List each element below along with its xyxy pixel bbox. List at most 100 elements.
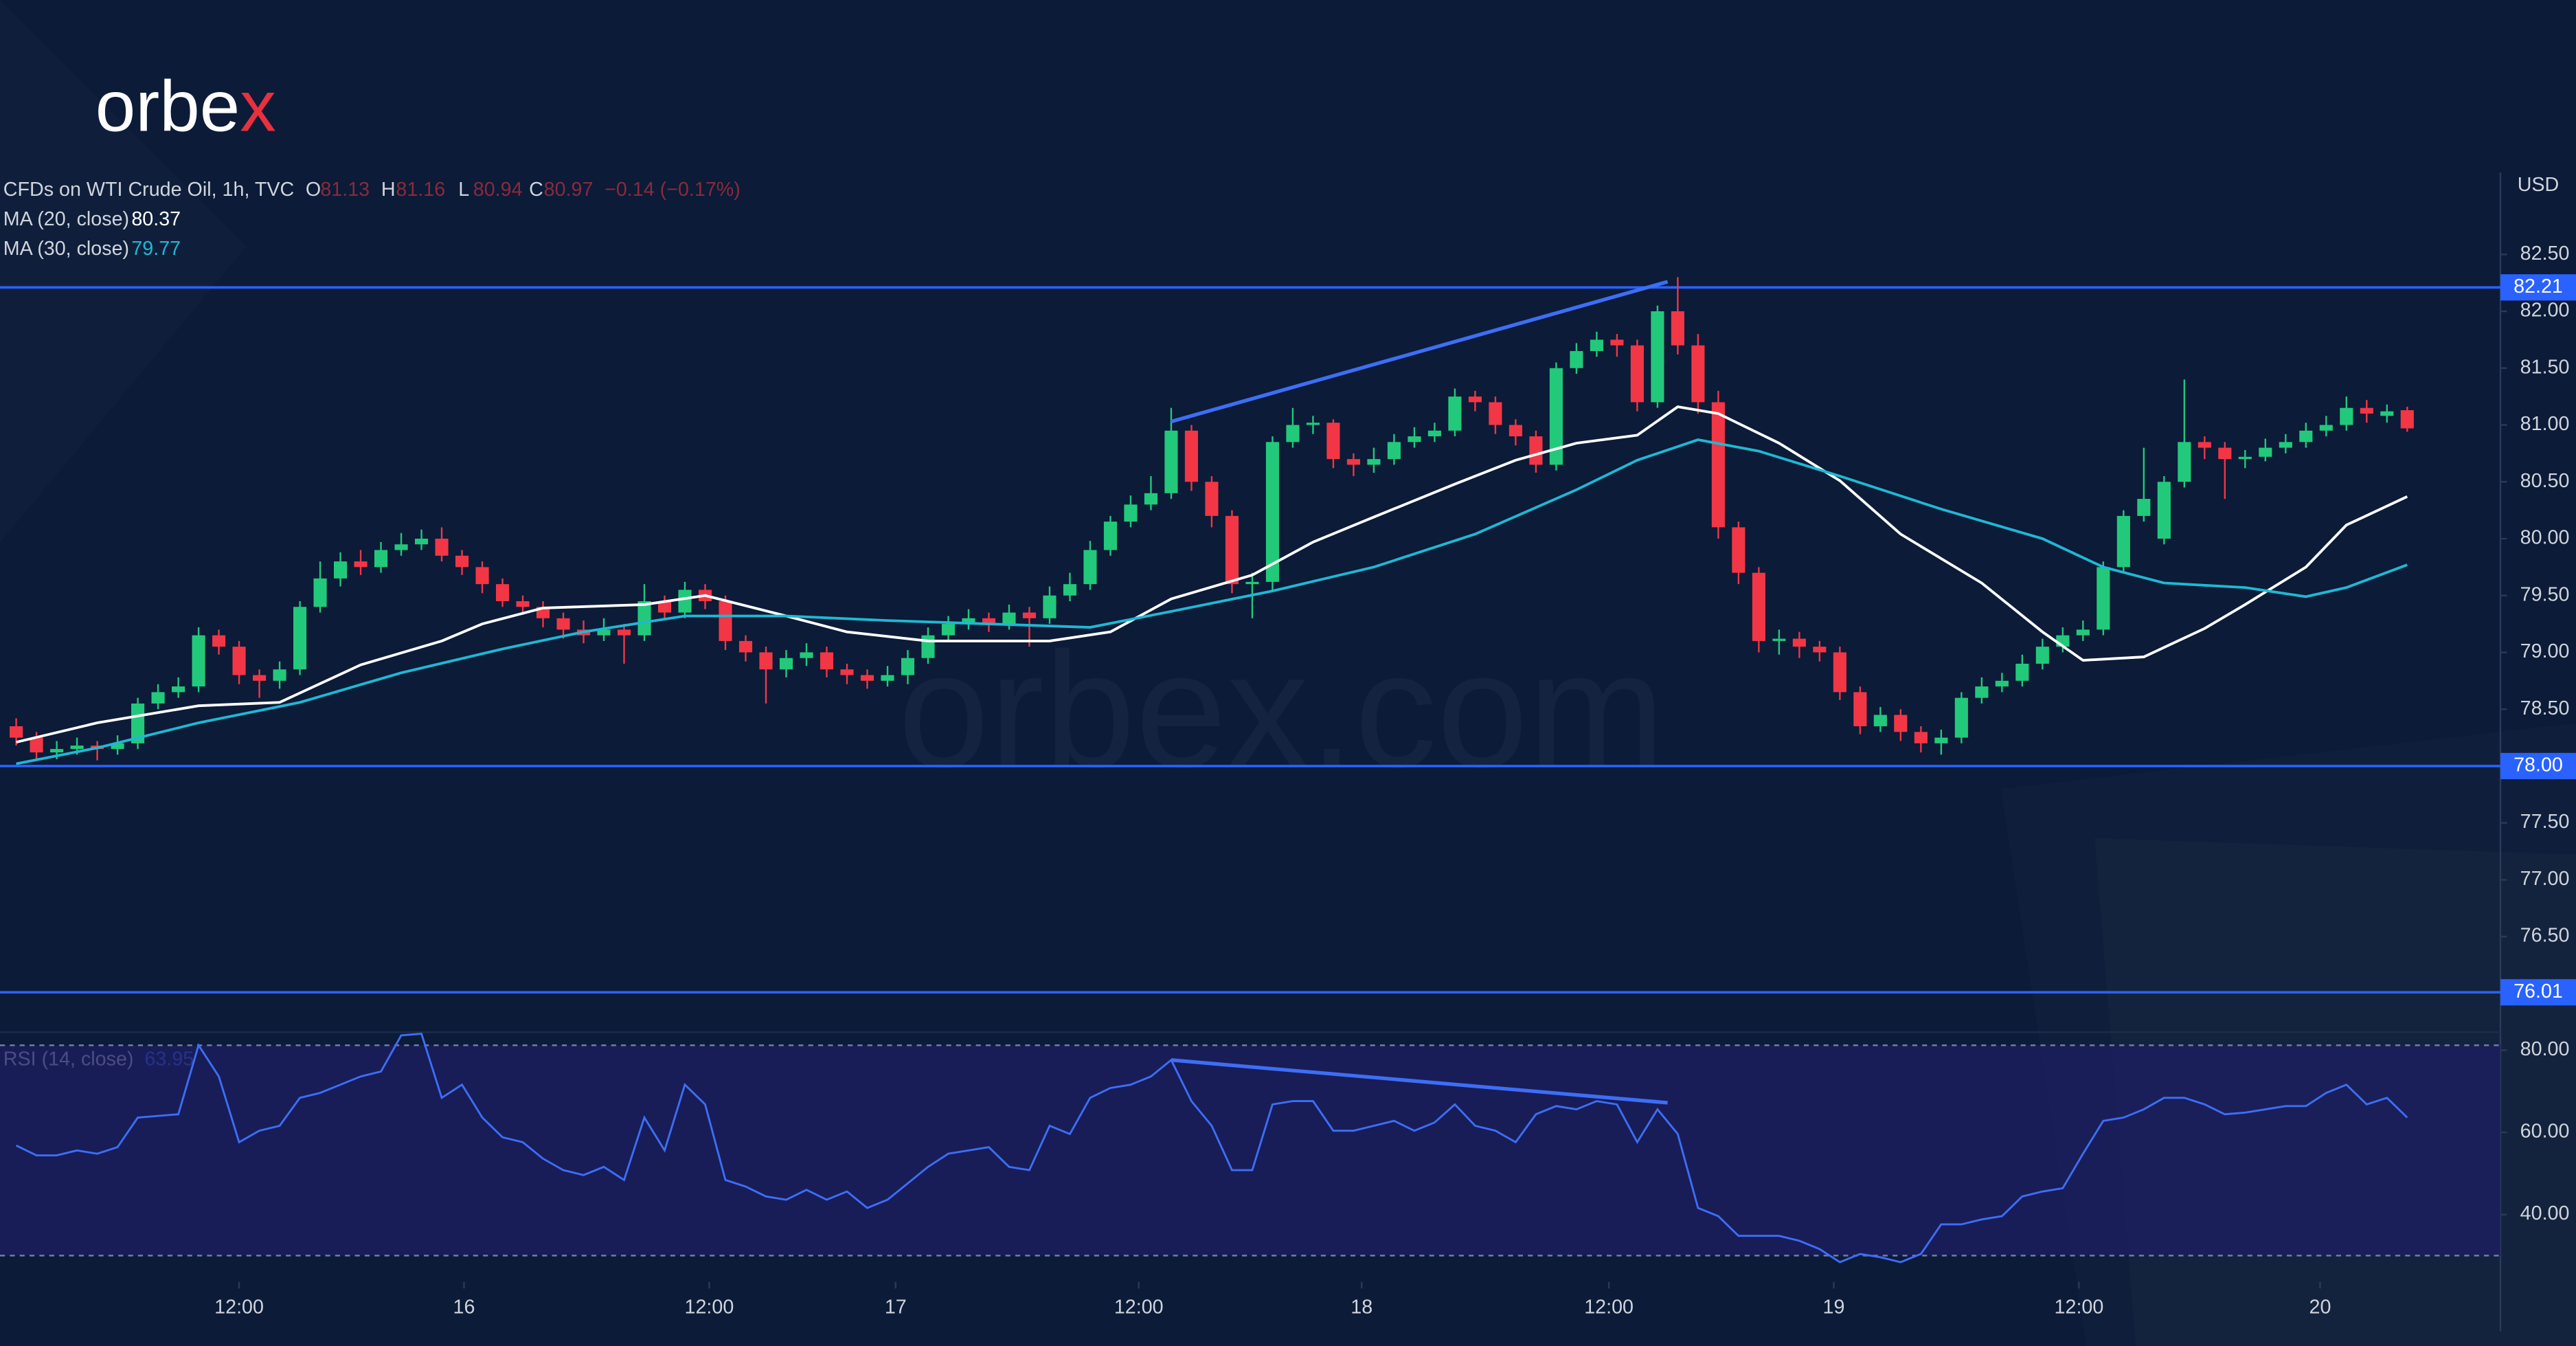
candle-body [1914, 732, 1928, 743]
y-tick-label: 77.00 [2520, 868, 2570, 890]
trend-line [1171, 280, 1669, 424]
candle-body [2097, 567, 2110, 630]
candle-body [1427, 430, 1441, 437]
y-tick-label: 80.50 [2520, 470, 2570, 492]
change-value: −0.14 (−0.17%) [605, 179, 741, 201]
candle-body [1306, 423, 1320, 425]
candle-body [111, 743, 124, 750]
level-label: 78.00 [2513, 754, 2563, 776]
chart-title: CFDs on WTI Crude Oil, 1h, TVC [3, 179, 294, 201]
ohlc-value: 80.94 [473, 179, 523, 201]
candle-body [2279, 442, 2292, 448]
candle-body [1752, 572, 1765, 641]
candle-body [597, 629, 611, 636]
y-tick-label: 78.50 [2520, 697, 2570, 719]
candle-body [1529, 436, 1543, 465]
candle-body [1408, 436, 1421, 442]
y-tick-label: 80.00 [2520, 527, 2570, 549]
candle-body [1509, 425, 1522, 437]
candle-body [1002, 612, 1016, 625]
candle-body [1813, 647, 1827, 653]
x-tick-label: 12:00 [214, 1297, 264, 1319]
candle-body [2076, 629, 2090, 636]
candle-body [1124, 504, 1138, 522]
candle-body [1934, 737, 1948, 743]
candle-body [881, 675, 894, 681]
candle-body [617, 629, 631, 636]
legend-value: 79.77 [131, 238, 181, 260]
rsi-line [15, 1033, 2408, 1264]
x-tick-label: 12:00 [2055, 1297, 2104, 1319]
candle-body [50, 749, 64, 753]
ma-line [16, 405, 2408, 744]
level-tag [2500, 979, 2576, 1006]
candle-body [738, 640, 753, 653]
candle-body [131, 703, 145, 743]
candle-body [10, 726, 23, 738]
candle-body [1894, 715, 1908, 732]
candle-body [1671, 311, 1684, 346]
candle-body [779, 658, 793, 670]
ohlc-label: L [458, 179, 469, 201]
candle-body [475, 567, 489, 585]
level-tag [2500, 752, 2576, 780]
candle-body [30, 737, 43, 753]
candle-body [962, 618, 975, 625]
candle-body [70, 745, 84, 750]
candle-body [151, 692, 165, 704]
candle-body [860, 675, 874, 681]
legend-name: MA (30, close) [3, 238, 129, 260]
candle-body [2137, 499, 2151, 516]
rsi-tick-label: 80.00 [2520, 1038, 2570, 1060]
rsi-tick-label: 60.00 [2520, 1121, 2570, 1143]
candle-body [840, 669, 854, 675]
candle-body [1954, 697, 1968, 738]
candle-body [637, 601, 651, 636]
candle-body [516, 601, 530, 607]
y-tick-label: 79.00 [2520, 640, 2570, 662]
level-label: 82.21 [2513, 276, 2563, 298]
ohlc-value: 81.16 [396, 179, 445, 201]
candle-body [1975, 686, 1989, 698]
candle-body [2116, 515, 2130, 568]
x-tick-label: 12:00 [1584, 1297, 1634, 1319]
y-tick-label: 77.50 [2520, 811, 2570, 833]
candle-body [941, 624, 956, 636]
candle-body [2157, 482, 2171, 539]
candle-body [2035, 647, 2049, 664]
candle-body [253, 675, 267, 681]
candle-body [556, 618, 570, 630]
candle-body [2400, 410, 2414, 429]
candle-body [1549, 368, 1563, 465]
logo: orbex [95, 66, 276, 146]
rsi-trend-line [1171, 1058, 1668, 1105]
candle-body [1144, 493, 1158, 505]
ohlc-label: C [529, 179, 543, 201]
candle-body [1245, 581, 1259, 585]
legend-name: MA (20, close) [3, 208, 129, 230]
ohlc-value: 81.13 [320, 179, 370, 201]
x-tick-label: 18 [1351, 1297, 1372, 1319]
candle-body [1651, 311, 1664, 403]
candle-body [374, 550, 388, 568]
candle-body [313, 578, 327, 607]
candle-body [901, 658, 915, 675]
candle-body [678, 590, 692, 613]
watermark: orbex.com [898, 618, 1664, 802]
candle-body [2319, 425, 2333, 431]
candle-body [1326, 423, 1340, 460]
candle-body [1346, 459, 1360, 465]
candle-body [293, 607, 307, 670]
candle-body [455, 555, 469, 568]
candle-body [921, 635, 935, 658]
candle-body [1995, 680, 2009, 687]
candle-body [1063, 584, 1077, 596]
y-tick-label: 76.50 [2520, 925, 2570, 947]
ma-line [16, 438, 2408, 765]
candle-body [2340, 407, 2353, 425]
currency: USD [2518, 174, 2560, 196]
candle-body [394, 544, 408, 550]
candle-body [1772, 638, 1786, 641]
x-tick-label: 16 [453, 1297, 475, 1319]
